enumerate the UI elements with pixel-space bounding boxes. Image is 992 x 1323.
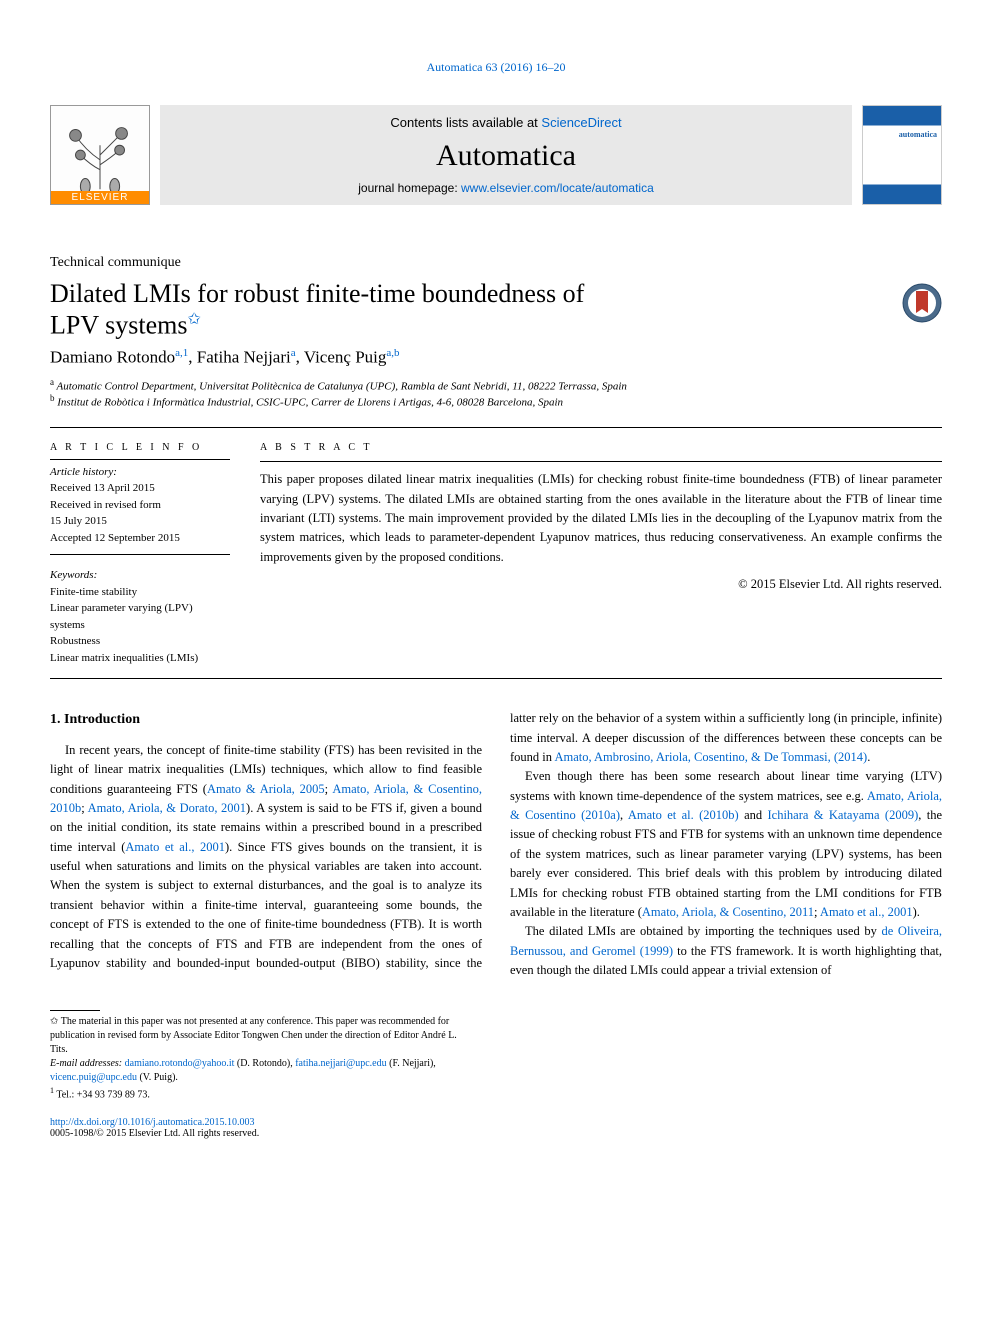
journal-name: Automatica: [160, 139, 852, 173]
article-title: Dilated LMIs for robust finite-time boun…: [50, 279, 942, 341]
homepage-prefix: journal homepage:: [358, 181, 461, 195]
elsevier-logo-text: ELSEVIER: [51, 191, 149, 204]
article-series: Technical communique: [50, 255, 942, 271]
abstract-text: This paper proposes dilated linear matri…: [260, 470, 942, 567]
body-columns: 1. Introduction In recent years, the con…: [50, 709, 942, 980]
section-title: Introduction: [64, 712, 140, 727]
ref-amato-2001c[interactable]: Amato et al., 2001: [820, 905, 913, 919]
author3-sup: a,b: [386, 347, 399, 359]
para2: Even though there has been some research…: [510, 767, 942, 922]
crossmark-icon[interactable]: [902, 283, 942, 323]
author3[interactable]: Vicenç Puig: [304, 347, 387, 366]
revised1: Received in revised form: [50, 497, 230, 514]
received: Received 13 April 2015: [50, 480, 230, 497]
author1-sup: a,1: [175, 347, 188, 359]
footnotes: ✩ The material in this paper was not pre…: [50, 1010, 460, 1102]
issn: 0005-1098/© 2015 Elsevier Ltd. All right…: [50, 1128, 460, 1139]
kw1: Finite-time stability: [50, 584, 230, 601]
email1[interactable]: damiano.rotondo@yahoo.it: [125, 1058, 235, 1069]
footnote-emails: E-mail addresses: damiano.rotondo@yahoo.…: [50, 1057, 460, 1085]
author2-sup: a: [291, 347, 296, 359]
accepted: Accepted 12 September 2015: [50, 530, 230, 547]
email3[interactable]: vicenc.puig@upc.edu: [50, 1072, 137, 1083]
ref-amato-2014[interactable]: Amato, Ambrosino, Ariola, Cosentino, & D…: [554, 750, 867, 764]
ref-amato-2005[interactable]: Amato & Ariola, 2005: [207, 782, 325, 796]
history-heading: Article history:: [50, 464, 230, 481]
footnote-star: ✩ The material in this paper was not pre…: [50, 1015, 460, 1057]
section-num: 1.: [50, 712, 64, 727]
aff-a: Automatic Control Department, Universita…: [54, 381, 627, 393]
contents-prefix: Contents lists available at: [390, 115, 541, 130]
journal-header: ELSEVIER Contents lists available at Sci…: [50, 105, 942, 205]
ref-ichihara-2009[interactable]: Ichihara & Katayama (2009): [767, 808, 918, 822]
emails-prefix: E-mail addresses:: [50, 1058, 125, 1069]
footnote-star-text: The material in this paper was not prese…: [50, 1016, 457, 1055]
ref-amato-2010b2[interactable]: Amato et al. (2010b): [628, 808, 739, 822]
title-footnote-star: ✩: [188, 311, 201, 328]
keywords-heading: Keywords:: [50, 567, 230, 584]
homepage-link[interactable]: www.elsevier.com/locate/automatica: [461, 181, 654, 195]
sciencedirect-link[interactable]: ScienceDirect: [541, 115, 621, 130]
abstract-heading: A B S T R A C T: [260, 440, 942, 456]
email2[interactable]: fatiha.nejjari@upc.edu: [295, 1058, 386, 1069]
contents-line: Contents lists available at ScienceDirec…: [160, 115, 852, 130]
para3: The dilated LMIs are obtained by importi…: [510, 922, 942, 980]
ref-amato-2011[interactable]: Amato, Ariola, & Cosentino, 2011: [642, 905, 814, 919]
homepage-line: journal homepage: www.elsevier.com/locat…: [160, 181, 852, 195]
section-heading: 1. Introduction: [50, 709, 482, 731]
cover-title: automatica: [899, 130, 937, 139]
article-info: A R T I C L E I N F O Article history: R…: [50, 440, 230, 667]
revised2: 15 July 2015: [50, 513, 230, 530]
info-abstract-box: A R T I C L E I N F O Article history: R…: [50, 427, 942, 680]
ref-amato-2001b[interactable]: Amato et al., 2001: [125, 840, 225, 854]
header-banner: Contents lists available at ScienceDirec…: [160, 105, 852, 205]
author2[interactable]: Fatiha Nejjari: [197, 347, 291, 366]
copyright: © 2015 Elsevier Ltd. All rights reserved…: [260, 575, 942, 594]
footnote-tel: 1 Tel.: +34 93 739 89 73.: [50, 1085, 460, 1102]
aff-b: Institut de Robòtica i Informàtica Indus…: [55, 397, 564, 409]
kw4: Linear matrix inequalities (LMIs): [50, 650, 230, 667]
article-info-heading: A R T I C L E I N F O: [50, 440, 230, 455]
abstract: A B S T R A C T This paper proposes dila…: [260, 440, 942, 667]
kw2: Linear parameter varying (LPV) systems: [50, 600, 230, 633]
page: Automatica 63 (2016) 16–20 ELSEVIER Cont…: [0, 0, 992, 1179]
elsevier-logo: ELSEVIER: [50, 105, 150, 205]
journal-citation: Automatica 63 (2016) 16–20: [50, 60, 942, 75]
title-line1: Dilated LMIs for robust finite-time boun…: [50, 279, 584, 308]
doi-block: http://dx.doi.org/10.1016/j.automatica.2…: [50, 1117, 460, 1139]
journal-cover: automatica: [862, 105, 942, 205]
affiliations: a Automatic Control Department, Universi…: [50, 377, 942, 408]
kw3: Robustness: [50, 633, 230, 650]
authors: Damiano Rotondoa,1, Fatiha Nejjaria, Vic…: [50, 347, 942, 368]
title-line2: LPV systems: [50, 311, 188, 340]
ref-amato-2001[interactable]: Amato, Ariola, & Dorato, 2001: [88, 801, 246, 815]
doi-link[interactable]: http://dx.doi.org/10.1016/j.automatica.2…: [50, 1117, 255, 1128]
author1[interactable]: Damiano Rotondo: [50, 347, 175, 366]
